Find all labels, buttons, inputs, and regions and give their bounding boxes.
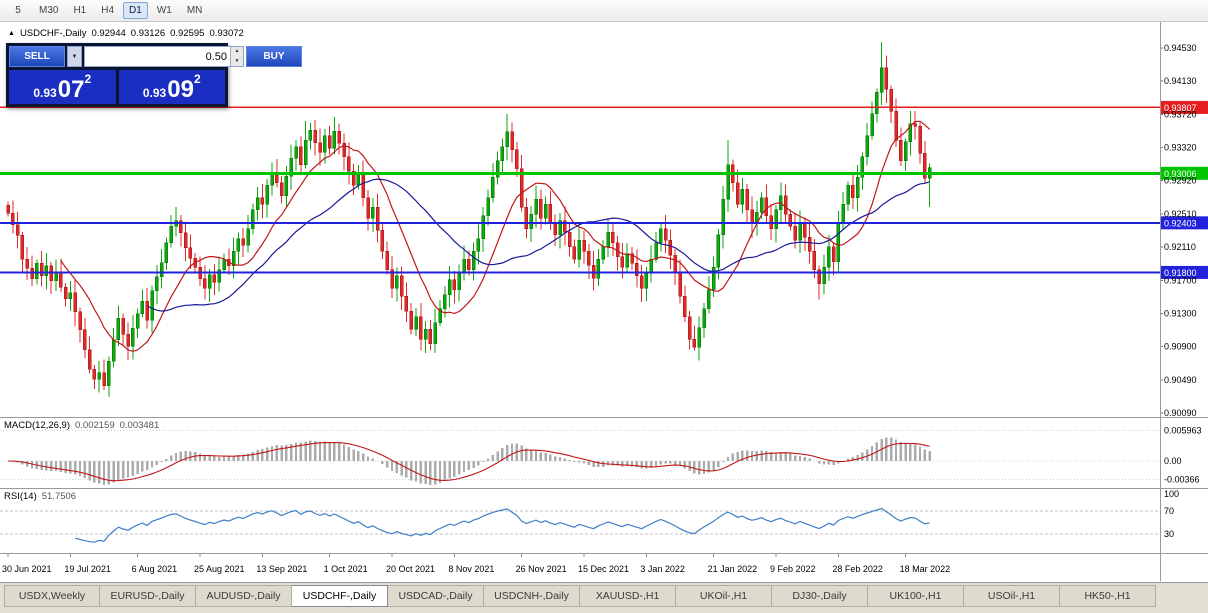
macd-signal-line (7, 442, 930, 482)
chart-tab-uk100-h1[interactable]: UK100-,H1 (868, 585, 964, 607)
ohlc-high: 0.93126 (130, 28, 166, 39)
price-axis-label: 0.93320 (1164, 142, 1197, 152)
ohlc-open: 0.92944 (91, 28, 126, 39)
rsi-indicator-label: RSI(14) 51.7506 (4, 491, 76, 502)
rsi-name: RSI(14) (4, 491, 37, 502)
chart-tab-usdcnh-daily[interactable]: USDCNH-,Daily (484, 585, 580, 607)
ohlc-low: 0.92595 (170, 28, 205, 39)
macd-histogram (11, 437, 931, 486)
price-axis-label: 0.91700 (1164, 276, 1197, 286)
date-axis-label: 30 Jun 2021 (2, 564, 52, 574)
chart-tab-eurusd-daily[interactable]: EURUSD-,Daily (100, 585, 196, 607)
volume-field: ▲ ▼ (84, 46, 244, 67)
chart-tab-dj30-daily[interactable]: DJ30-,Daily (772, 585, 868, 607)
price-axis-label: 0.93720 (1164, 110, 1197, 120)
date-axis-label: 26 Nov 2021 (516, 564, 567, 574)
ma-slow-line (146, 178, 930, 312)
timeframe-button-5[interactable]: 5 (6, 2, 30, 19)
price-line-badge (1161, 216, 1208, 230)
date-axis-label: 28 Feb 2022 (832, 564, 883, 574)
timeframe-button-MN[interactable]: MN (181, 2, 209, 19)
macd-indicator-label: MACD(12,26,9) 0.002159 0.003481 (4, 420, 159, 431)
macd-name: MACD(12,26,9) (4, 420, 70, 431)
macd-axis-label: 0.00 (1164, 456, 1182, 466)
chart-symbol-label: USDCHF-,Daily (19, 28, 87, 39)
timeframe-button-D1[interactable]: D1 (123, 2, 148, 19)
rsi-value: 51.7506 (41, 491, 77, 502)
chart-tab-usdcad-daily[interactable]: USDCAD-,Daily (388, 585, 484, 607)
chart-tab-usdchf-daily[interactable]: USDCHF-,Daily (292, 585, 388, 607)
chart-tab-audusd-daily[interactable]: AUDUSD-,Daily (196, 585, 292, 607)
date-axis-label: 15 Dec 2021 (578, 564, 629, 574)
price-axis-label: 0.94130 (1164, 76, 1197, 86)
rsi-axis-label: 30 (1164, 529, 1174, 539)
macd-value-signal: 0.003481 (119, 420, 160, 431)
price-line-badge (1161, 100, 1208, 114)
price-line-badge-value: 0.92403 (1164, 218, 1197, 228)
price-axis-label: 0.92110 (1164, 242, 1196, 252)
sell-price-display[interactable]: 0.93 07 2 (9, 70, 116, 104)
macd-axis-label: -0.00366 (1164, 475, 1200, 485)
price-axis-label: 0.91300 (1164, 309, 1197, 319)
symbol-marker-icon: ▲ (8, 30, 15, 37)
date-axis-label: 1 Oct 2021 (324, 564, 368, 574)
date-axis-label: 19 Jul 2021 (64, 564, 111, 574)
price-line-badge-value: 0.93807 (1164, 103, 1197, 113)
macd-value-main: 0.002159 (75, 420, 115, 431)
price-axis-label: 0.94530 (1164, 43, 1197, 53)
price-axis-label: 0.92920 (1164, 175, 1197, 185)
date-axis-label: 13 Sep 2021 (256, 564, 307, 574)
rsi-line (75, 507, 930, 543)
price-axis-label: 0.90900 (1164, 341, 1197, 351)
buy-button[interactable]: BUY (246, 46, 302, 67)
volume-increase-button[interactable]: ▲ (231, 47, 243, 57)
price-axis-label: 0.90090 (1164, 408, 1197, 418)
timeframe-button-H4[interactable]: H4 (95, 2, 120, 19)
date-axis-label: 8 Nov 2021 (448, 564, 494, 574)
buy-price-display[interactable]: 0.93 09 2 (118, 70, 225, 104)
price-line-badge (1161, 265, 1208, 279)
date-axis-label: 20 Oct 2021 (386, 564, 435, 574)
price-axis-label: 0.90490 (1164, 375, 1197, 385)
chart-tab-xauusd-h1[interactable]: XAUUSD-,H1 (580, 585, 676, 607)
chart-tab-usoil-h1[interactable]: USOil-,H1 (964, 585, 1060, 607)
date-axis-label: 25 Aug 2021 (194, 564, 245, 574)
timeframe-button-W1[interactable]: W1 (151, 2, 178, 19)
ohlc-close: 0.93072 (209, 28, 244, 39)
date-axis-label: 21 Jan 2022 (708, 564, 758, 574)
timeframe-button-M30[interactable]: M30 (33, 2, 64, 19)
macd-axis-label: 0.005963 (1164, 426, 1202, 436)
date-axis-label: 3 Jan 2022 (640, 564, 685, 574)
price-axis-label: 0.92510 (1164, 209, 1197, 219)
volume-spinner: ▲ ▼ (230, 47, 243, 66)
timeframe-toolbar: 5 M30 H1 H4 D1 W1 MN (0, 0, 1208, 22)
order-options-dropdown[interactable]: ▼ (67, 46, 82, 67)
chart-tab-hk50-h1[interactable]: HK50-,H1 (1060, 585, 1156, 607)
date-axis-label: 6 Aug 2021 (132, 564, 178, 574)
price-line-badge-value: 0.93006 (1164, 169, 1197, 179)
rsi-axis-label: 100 (1164, 489, 1179, 499)
ma-fast-line (60, 120, 931, 352)
chart-info: ▲ USDCHF-,Daily 0.92944 0.93126 0.92595 … (8, 28, 244, 39)
chart-tab-usdx-weekly[interactable]: USDX,Weekly (4, 585, 100, 607)
volume-decrease-button[interactable]: ▼ (231, 56, 243, 66)
date-axis-label: 9 Feb 2022 (770, 564, 816, 574)
rsi-axis-label: 70 (1164, 506, 1174, 516)
chart-tabs-bar: USDX,Weekly EURUSD-,Daily AUDUSD-,Daily USD… (0, 582, 1208, 613)
price-line-badge-value: 0.91800 (1164, 268, 1197, 278)
pane-separators (0, 22, 1208, 581)
timeframe-button-H1[interactable]: H1 (67, 2, 92, 19)
date-axis-label: 18 Mar 2022 (900, 564, 951, 574)
volume-input[interactable] (85, 47, 230, 66)
price-line-badge (1161, 166, 1208, 180)
chart-tab-ukoil-h1[interactable]: UKOil-,H1 (676, 585, 772, 607)
sell-button[interactable]: SELL (9, 46, 65, 67)
